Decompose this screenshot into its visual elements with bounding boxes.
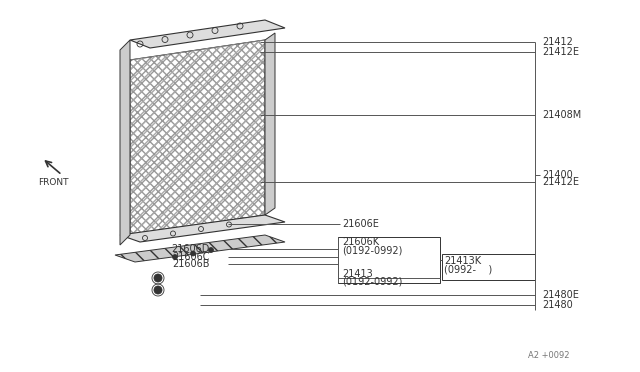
Text: 21412E: 21412E bbox=[542, 177, 579, 187]
Text: (0192-0992): (0192-0992) bbox=[342, 245, 403, 255]
Text: 21606K: 21606K bbox=[342, 237, 379, 247]
Text: 21480: 21480 bbox=[542, 300, 573, 310]
Text: A2 +0092: A2 +0092 bbox=[529, 350, 570, 359]
Text: 21412: 21412 bbox=[542, 37, 573, 47]
Text: 21606E: 21606E bbox=[342, 219, 379, 229]
Polygon shape bbox=[120, 215, 285, 242]
Polygon shape bbox=[120, 40, 130, 245]
Polygon shape bbox=[130, 40, 265, 235]
Circle shape bbox=[154, 286, 162, 294]
Text: (0992-    ): (0992- ) bbox=[444, 264, 492, 274]
Text: FRONT: FRONT bbox=[38, 177, 68, 186]
Text: 21606B: 21606B bbox=[173, 259, 210, 269]
Text: (0192-0992): (0192-0992) bbox=[342, 277, 403, 287]
Bar bbox=[442, 254, 535, 280]
Text: 21412E: 21412E bbox=[542, 47, 579, 57]
Polygon shape bbox=[115, 235, 285, 262]
Circle shape bbox=[173, 254, 177, 260]
Text: 21606C: 21606C bbox=[173, 252, 210, 262]
Circle shape bbox=[154, 274, 162, 282]
Polygon shape bbox=[130, 20, 285, 48]
Text: 21400: 21400 bbox=[542, 170, 573, 180]
Text: 21413: 21413 bbox=[342, 269, 372, 279]
Text: 21413K: 21413K bbox=[444, 256, 481, 266]
Text: 21606D: 21606D bbox=[172, 244, 210, 254]
Polygon shape bbox=[265, 33, 275, 215]
Circle shape bbox=[191, 251, 195, 256]
Text: 21480E: 21480E bbox=[542, 290, 579, 300]
Circle shape bbox=[209, 247, 214, 253]
Bar bbox=[338, 237, 440, 283]
Text: 21408M: 21408M bbox=[542, 110, 581, 120]
